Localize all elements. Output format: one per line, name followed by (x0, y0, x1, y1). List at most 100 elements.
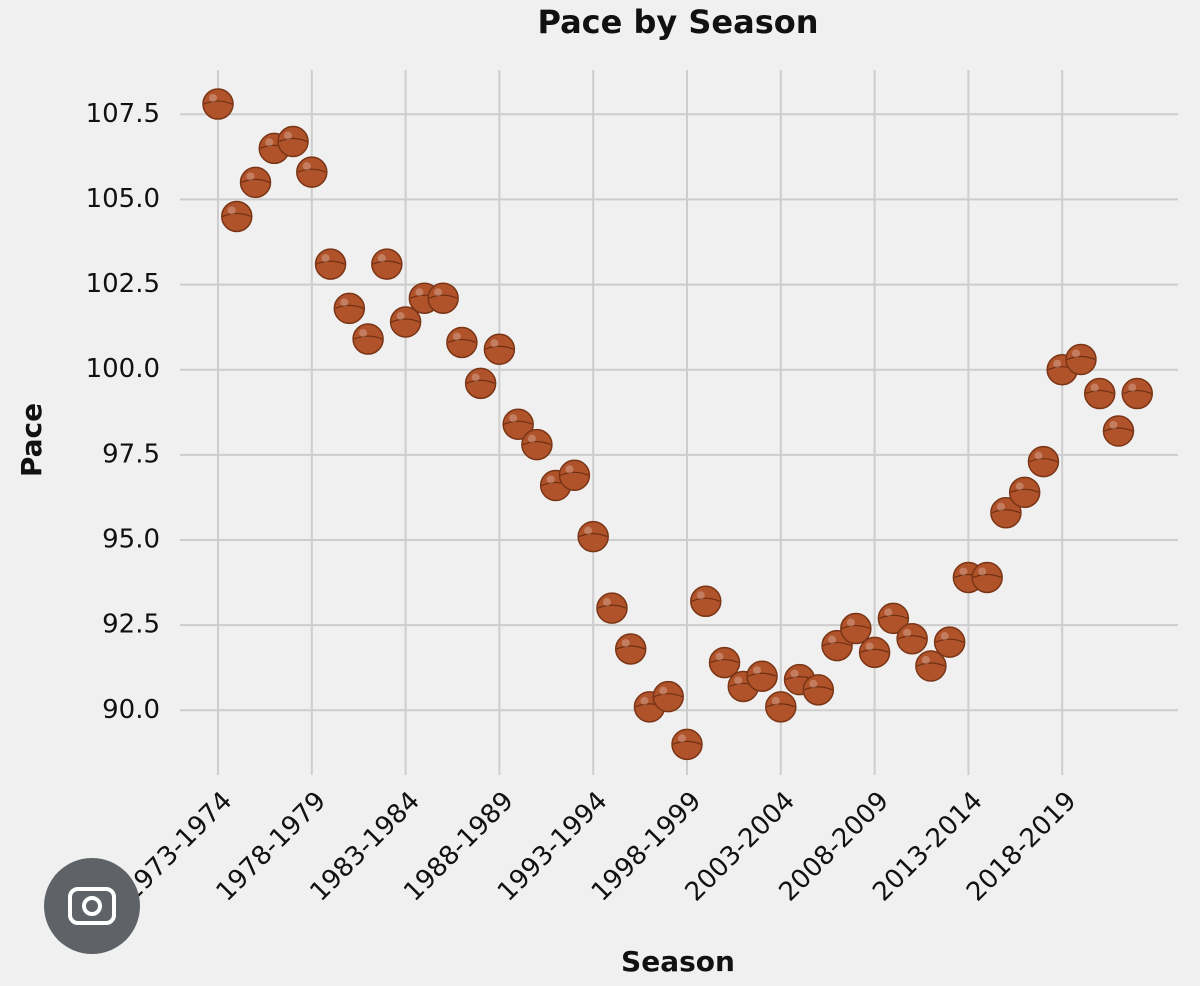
point (915, 650, 947, 682)
ball (464, 367, 497, 400)
point (1027, 445, 1060, 478)
ball-seam (428, 294, 458, 299)
ball (652, 680, 684, 713)
point (1008, 476, 1041, 509)
ball-shine (527, 434, 536, 443)
ball (746, 660, 778, 692)
ball (1121, 377, 1153, 410)
point (802, 674, 835, 706)
ball (296, 156, 328, 188)
ball-shine (602, 598, 611, 607)
ball-shine (509, 414, 518, 423)
ball-shine (996, 502, 1005, 511)
point (371, 248, 403, 280)
ball-seam (372, 260, 402, 265)
point (277, 125, 309, 158)
ball-shine (846, 618, 855, 627)
ball-shine (978, 567, 987, 576)
ball-seam (766, 703, 796, 708)
ball-shine (565, 465, 574, 474)
ball-seam (654, 693, 683, 698)
y-tick-label: 95.0 (102, 525, 160, 555)
ball-seam (353, 335, 383, 340)
ball-shine (209, 94, 217, 103)
point (896, 623, 928, 655)
ball-seam (616, 645, 645, 650)
y-tick-label: 105.0 (86, 184, 160, 214)
point (221, 200, 253, 233)
grid (180, 70, 1178, 775)
ball-shine (1034, 451, 1043, 460)
chart-title: Pace by Season (537, 3, 818, 41)
ball-shine (640, 696, 649, 705)
point (577, 520, 609, 553)
ball-seam (560, 471, 589, 476)
lens-button[interactable] (44, 858, 140, 954)
point (427, 282, 459, 314)
ball-shine (790, 669, 799, 678)
ball (708, 646, 741, 679)
y-tick-label: 102.5 (86, 269, 160, 299)
y-tick-label: 92.5 (102, 610, 160, 640)
ball-shine (490, 339, 499, 348)
ball-shine (715, 652, 724, 661)
point (202, 88, 234, 120)
ball-seam (897, 635, 927, 640)
ball (502, 408, 534, 440)
point (446, 326, 478, 359)
ball-shine (321, 254, 330, 263)
point (933, 626, 966, 658)
ball-seam (241, 178, 270, 183)
point (877, 602, 910, 635)
ball-shine (771, 696, 780, 705)
ball (277, 125, 309, 158)
ball (877, 602, 910, 635)
ball-seam (578, 532, 608, 538)
point (314, 248, 347, 280)
ball-seam (1123, 389, 1152, 395)
ball-seam (1085, 389, 1114, 395)
y-tick-label: 100.0 (86, 354, 160, 384)
ball-seam (747, 672, 777, 677)
point (708, 646, 741, 679)
ball-shine (659, 686, 668, 695)
point (389, 306, 422, 338)
ball (427, 282, 459, 314)
point (352, 323, 384, 355)
ball (596, 592, 628, 624)
ball-shine (265, 138, 274, 147)
ball-seam (466, 379, 495, 384)
ball-shine (734, 676, 743, 685)
ball (352, 323, 384, 355)
ball (915, 650, 947, 682)
ball-shine (546, 475, 555, 484)
ball-seam (485, 345, 514, 350)
ball-seam (447, 338, 477, 344)
camera-icon (68, 887, 116, 925)
ball (202, 88, 234, 120)
ball-seam (1029, 458, 1058, 463)
point (990, 497, 1022, 529)
ball (446, 326, 478, 359)
ball-shine (377, 254, 386, 263)
point (502, 408, 534, 440)
ball-seam (691, 597, 720, 602)
ball-shine (753, 666, 762, 675)
ball-shine (246, 172, 255, 181)
ball (221, 200, 253, 233)
ball-shine (828, 635, 837, 644)
point (746, 660, 778, 692)
point (483, 333, 516, 366)
ball-seam (278, 137, 308, 143)
ball-shine (302, 162, 311, 171)
ball (858, 636, 891, 669)
ball (483, 333, 516, 366)
lens-circle[interactable] (44, 858, 140, 954)
point (239, 166, 272, 199)
ball-seam (1104, 427, 1133, 432)
ball-seam (597, 604, 627, 609)
point (652, 680, 684, 713)
ball (314, 248, 347, 280)
point (296, 156, 328, 188)
